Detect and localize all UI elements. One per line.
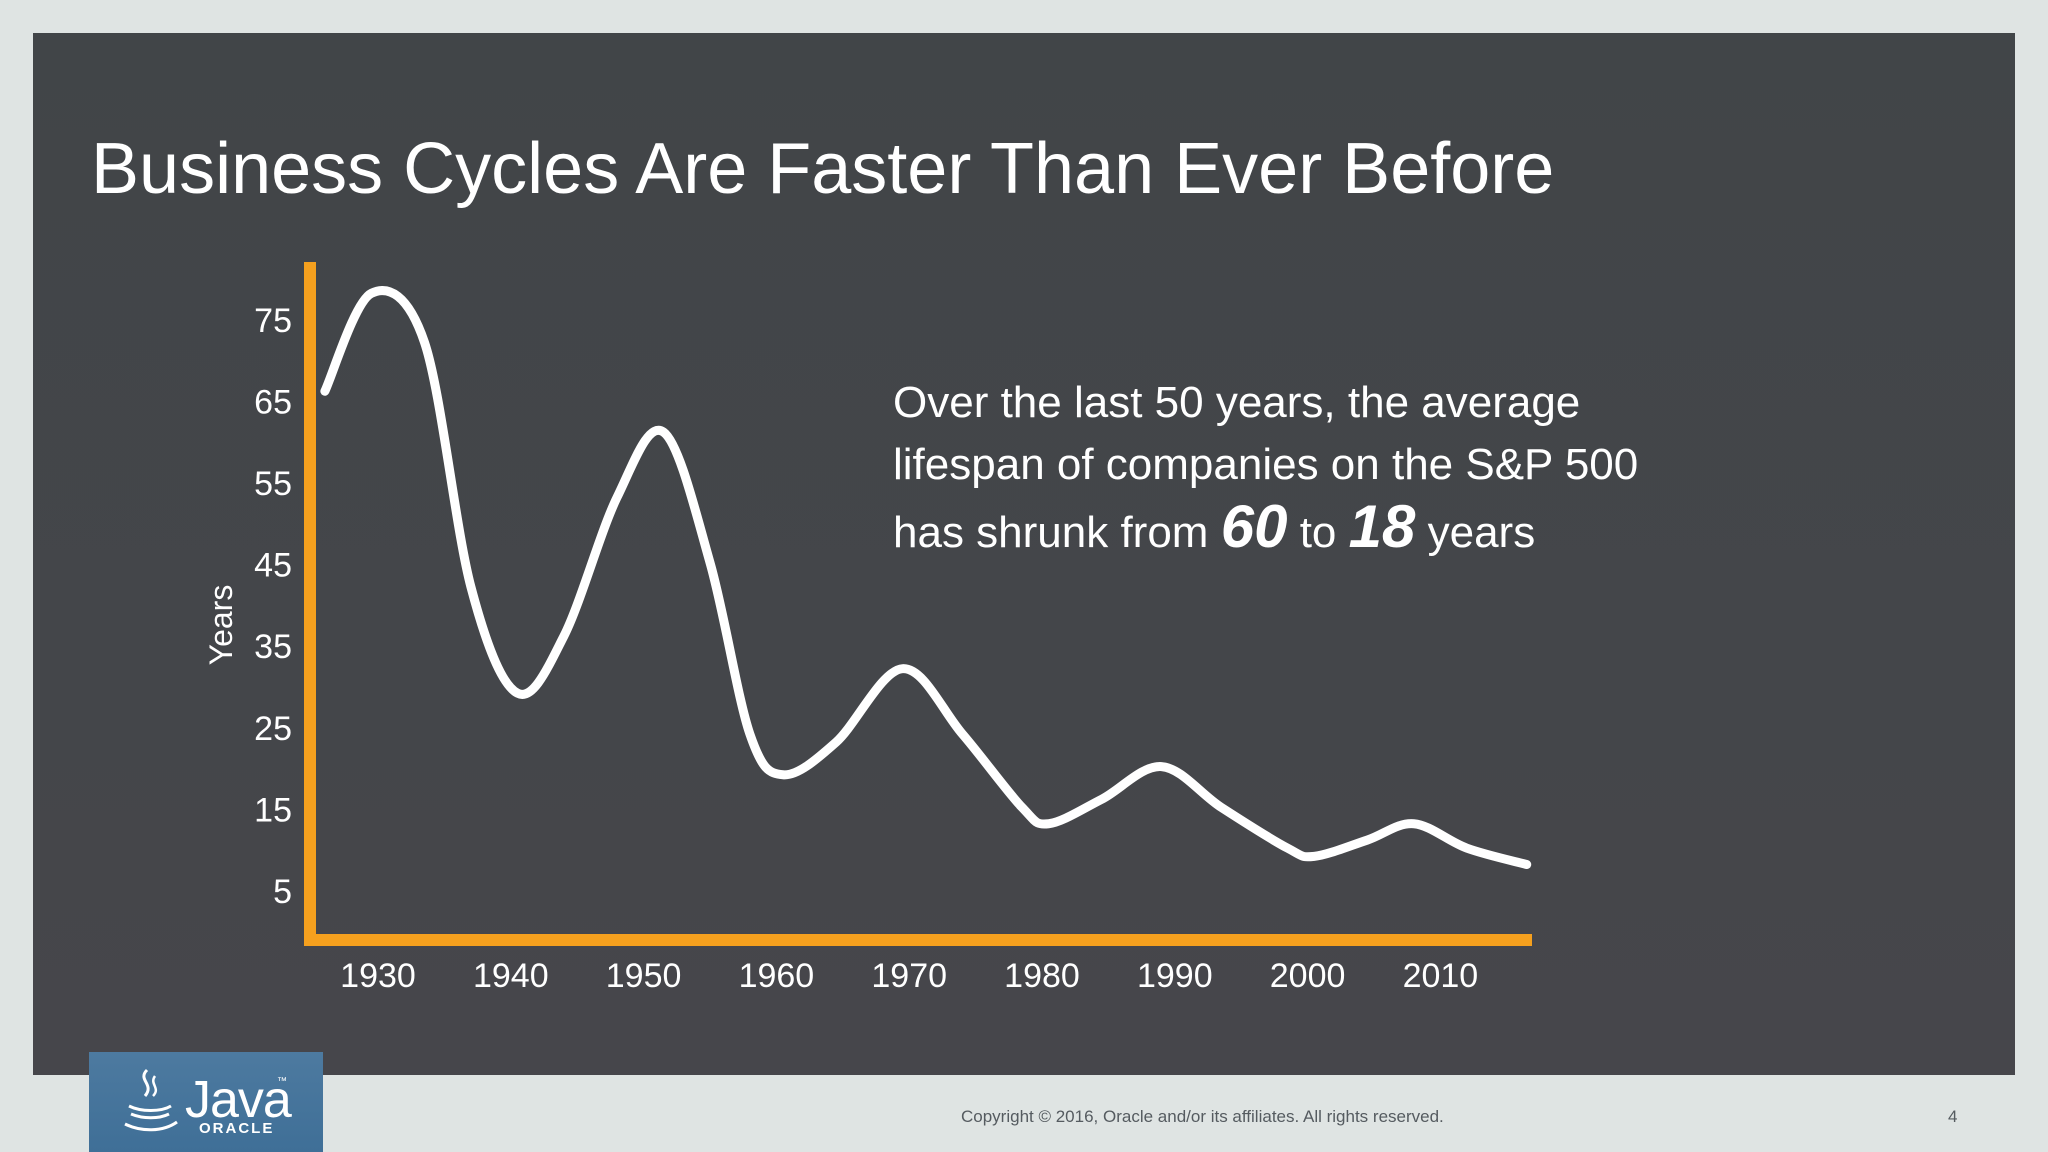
footer-bar <box>0 1075 2048 1152</box>
series-line <box>320 286 1532 870</box>
x-tick-label: 1930 <box>340 957 416 995</box>
java-cup-icon <box>124 1068 178 1132</box>
x-tick-label: 1970 <box>871 957 947 995</box>
callout-line-2: lifespan of companies on the S&P 500 <box>893 440 1639 489</box>
y-tick-label: 75 <box>254 302 292 340</box>
y-tick-label: 25 <box>254 710 292 748</box>
slide-title: Business Cycles Are Faster Than Ever Bef… <box>91 129 1555 209</box>
x-tick-label: 1960 <box>739 957 815 995</box>
y-axis-label: Years <box>203 585 239 666</box>
logo-tm: ™ <box>277 1076 287 1087</box>
callout-line-3: has shrunk from 60 to 18 years <box>893 496 1773 564</box>
x-tick-label: 1990 <box>1137 957 1213 995</box>
callout-suffix: years <box>1427 508 1536 557</box>
logo-oracle-text: ORACLE <box>199 1120 275 1137</box>
page-number: 4 <box>1948 1107 1958 1126</box>
x-tick-label: 2000 <box>1270 957 1346 995</box>
callout-value-to: 18 <box>1348 493 1416 560</box>
callout-text: Over the last 50 years, the average life… <box>893 372 1773 564</box>
y-tick-label: 45 <box>254 547 292 585</box>
y-tick-label: 55 <box>254 465 292 503</box>
y-tick-label: 65 <box>254 383 292 421</box>
callout-value-from: 60 <box>1220 493 1288 560</box>
callout-prefix: has shrunk from <box>893 508 1209 557</box>
y-tick-label: 5 <box>273 873 292 911</box>
callout-middle: to <box>1299 508 1337 557</box>
x-tick-label: 1980 <box>1004 957 1080 995</box>
x-tick-label: 2010 <box>1403 957 1479 995</box>
callout-line-1: Over the last 50 years, the average <box>893 378 1581 427</box>
y-tick-label: 35 <box>254 628 292 666</box>
slide <box>33 33 2015 1075</box>
y-tick-label: 15 <box>254 791 292 829</box>
copyright-notice: Copyright © 2016, Oracle and/or its affi… <box>961 1107 1444 1126</box>
x-tick-label: 1940 <box>473 957 549 995</box>
java-oracle-logo: Java ™ ORACLE <box>89 1052 323 1152</box>
x-tick-label: 1950 <box>606 957 682 995</box>
logo-java-text: Java <box>185 1071 292 1129</box>
